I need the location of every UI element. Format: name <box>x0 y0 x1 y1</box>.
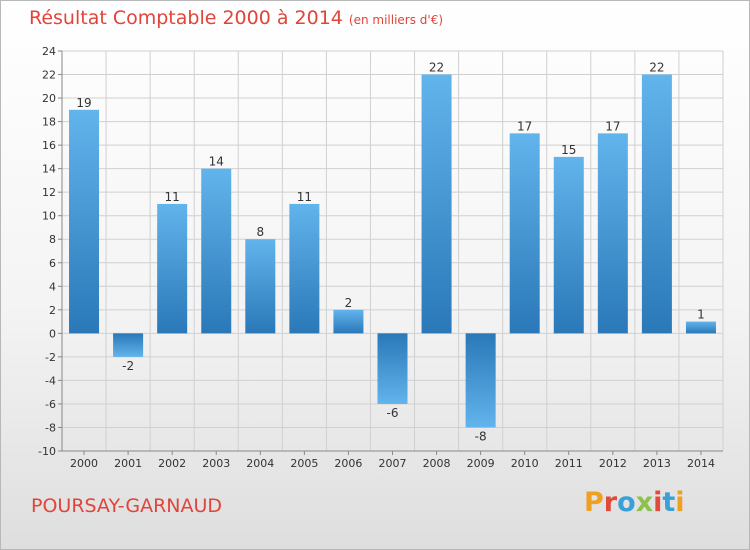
y-tick-label: 22 <box>42 69 56 82</box>
x-tick-label: 2013 <box>643 457 671 470</box>
bar <box>69 109 100 334</box>
data-label: -2 <box>122 359 134 373</box>
data-label: 17 <box>517 119 532 133</box>
x-tick-label: 2004 <box>246 457 274 470</box>
x-tick-label: 2006 <box>334 457 362 470</box>
chart-unit: (en milliers d'€) <box>348 13 444 27</box>
x-tick-label: 2011 <box>555 457 583 470</box>
data-label: 2 <box>345 296 353 310</box>
y-tick-label: -10 <box>38 445 56 458</box>
x-tick-label: 2000 <box>70 457 98 470</box>
y-tick-label: 14 <box>42 163 56 176</box>
data-label: 17 <box>605 119 620 133</box>
bar <box>113 333 144 357</box>
proxiti-logo[interactable]: Proxiti <box>584 487 685 518</box>
y-tick-label: 0 <box>49 327 56 340</box>
bar <box>641 74 672 334</box>
data-label: 19 <box>76 96 91 110</box>
y-tick-label: 6 <box>49 257 56 270</box>
data-label: -8 <box>475 429 487 443</box>
city-name: POURSAY-GARNAUD <box>31 495 223 517</box>
y-tick-label: -4 <box>45 374 56 387</box>
bar <box>685 321 716 334</box>
bar <box>201 168 232 334</box>
logo-letter: P <box>584 487 604 518</box>
x-tick-label: 2007 <box>379 457 407 470</box>
data-label: 15 <box>561 143 576 157</box>
bar <box>465 333 496 428</box>
data-label: 14 <box>209 155 224 169</box>
y-tick-label: -2 <box>45 351 56 364</box>
logo-letter: i <box>653 487 663 518</box>
bar <box>421 74 452 334</box>
bar <box>553 156 584 334</box>
data-labels: 19 -2 11 14 8 11 2 -6 22 -8 17 15 17 22 1 <box>76 61 704 444</box>
y-tick-label: 16 <box>42 139 56 152</box>
y-tick-label: -6 <box>45 398 56 411</box>
x-tick-label: 2012 <box>599 457 627 470</box>
x-tick-label: 2014 <box>687 457 715 470</box>
data-label: 22 <box>429 61 444 75</box>
data-label: 11 <box>297 190 312 204</box>
bars <box>69 74 716 428</box>
bar <box>245 239 276 334</box>
data-label: 8 <box>256 225 264 239</box>
y-tick-label: 12 <box>42 186 56 199</box>
chart-title-text: Résultat Comptable 2000 à 2014 <box>29 7 343 29</box>
bar <box>377 333 408 404</box>
x-tick-label: 2009 <box>467 457 495 470</box>
y-tick-label: -8 <box>45 421 56 434</box>
data-label: -6 <box>387 406 399 420</box>
x-tick-label: 2010 <box>511 457 539 470</box>
logo-letter: i <box>675 487 685 518</box>
y-tick-label: 8 <box>49 233 56 246</box>
bar <box>597 133 628 334</box>
chart-title: Résultat Comptable 2000 à 2014 (en millie… <box>29 7 443 29</box>
logo-letter: t <box>662 487 676 518</box>
bar <box>289 203 320 334</box>
bar <box>333 309 364 334</box>
x-tick-label: 2003 <box>202 457 230 470</box>
y-tick-label: 2 <box>49 304 56 317</box>
bar <box>509 133 540 334</box>
x-tick-label: 2002 <box>158 457 186 470</box>
y-tick-label: 24 <box>42 45 56 58</box>
logo-letter: r <box>603 487 618 518</box>
y-tick-label: 4 <box>49 280 56 293</box>
bar <box>157 203 188 334</box>
x-tick-label: 2001 <box>114 457 142 470</box>
y-tick-label: 10 <box>42 210 56 223</box>
data-label: 11 <box>165 190 180 204</box>
data-label: 22 <box>649 61 664 75</box>
logo-letter: x <box>635 487 654 518</box>
x-tick-label: 2005 <box>290 457 318 470</box>
y-tick-label: 20 <box>42 92 56 105</box>
data-label: 1 <box>697 308 705 322</box>
y-tick-label: 18 <box>42 116 56 129</box>
logo-letter: o <box>617 487 636 518</box>
x-tick-label: 2008 <box>423 457 451 470</box>
